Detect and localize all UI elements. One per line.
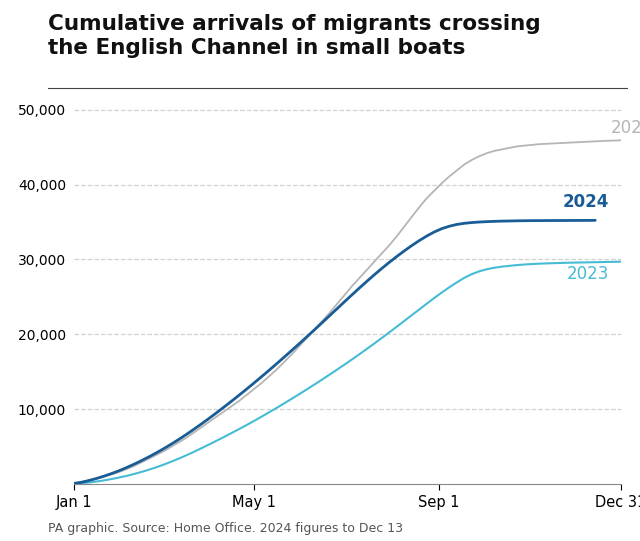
Text: 2022: 2022: [611, 118, 640, 137]
Text: 2024: 2024: [562, 193, 609, 212]
Text: Cumulative arrivals of migrants crossing
the English Channel in small boats: Cumulative arrivals of migrants crossing…: [48, 14, 541, 57]
Text: PA graphic. Source: Home Office. 2024 figures to Dec 13: PA graphic. Source: Home Office. 2024 fi…: [48, 522, 403, 535]
Text: 2023: 2023: [566, 265, 609, 283]
